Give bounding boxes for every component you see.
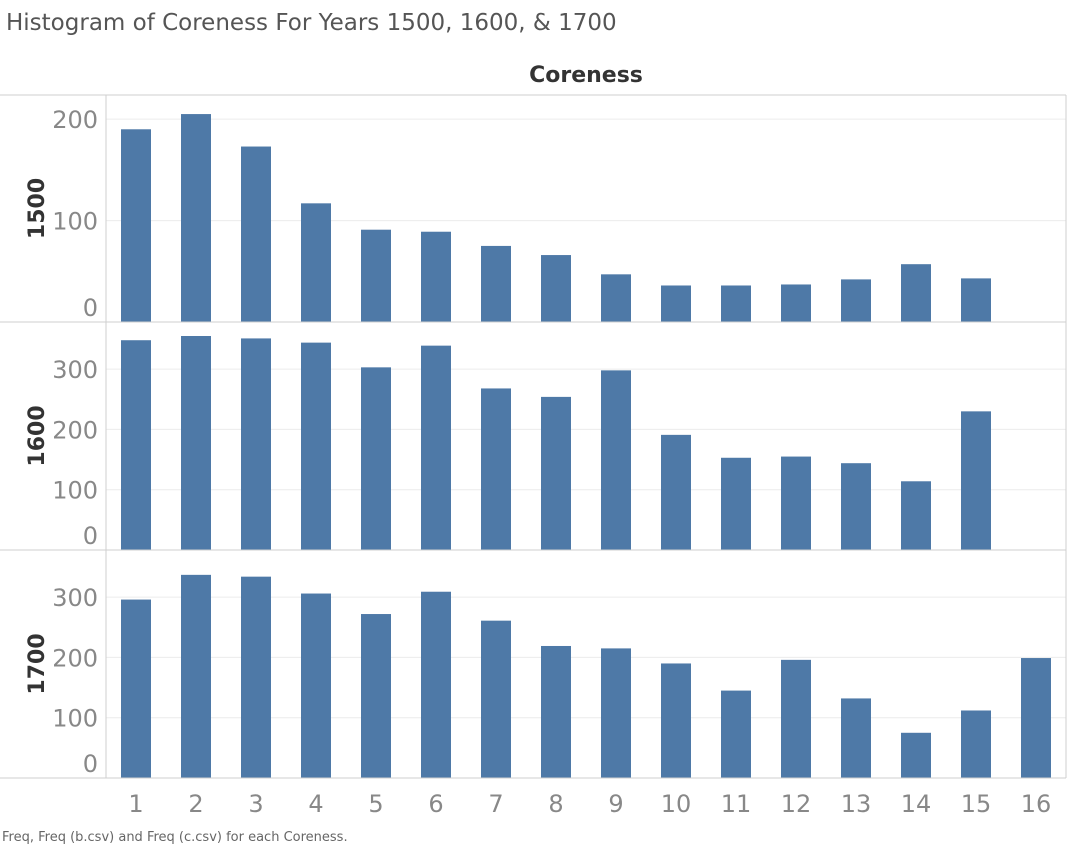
- y-tick-label: 200: [52, 106, 98, 134]
- bar-1700-12: [781, 659, 811, 778]
- chart-title: Histogram of Coreness For Years 1500, 16…: [6, 10, 617, 36]
- bar-1500-3: [241, 146, 271, 322]
- chart-footer: Freq, Freq (b.csv) and Freq (c.csv) for …: [2, 830, 348, 845]
- row-header-1500: 1500: [25, 178, 50, 239]
- bar-1500-5: [361, 229, 391, 322]
- row-header-1600: 1600: [25, 405, 50, 466]
- bar-1700-8: [541, 645, 571, 778]
- x-tick-label: 10: [661, 790, 692, 818]
- x-tick-label: 9: [608, 790, 623, 818]
- x-tick-label: 8: [548, 790, 563, 818]
- bar-1600-6: [421, 345, 451, 550]
- row-header-1700: 1700: [25, 633, 50, 694]
- y-tick-label: 300: [52, 584, 98, 612]
- y-tick-label: 0: [83, 522, 98, 550]
- bar-1500-11: [721, 285, 751, 322]
- bar-1500-15: [961, 278, 991, 322]
- x-tick-label: 6: [428, 790, 443, 818]
- bar-1700-5: [361, 614, 391, 778]
- y-tick-label: 200: [52, 416, 98, 444]
- bar-1500-12: [781, 284, 811, 322]
- bar-1500-14: [901, 264, 931, 322]
- bar-1700-9: [601, 648, 631, 778]
- y-tick-label: 0: [83, 750, 98, 778]
- bar-1700-4: [301, 593, 331, 778]
- y-tick-label: 0: [83, 294, 98, 322]
- bar-1500-9: [601, 274, 631, 322]
- bar-1600-1: [121, 340, 151, 550]
- x-tick-label: 11: [721, 790, 752, 818]
- bar-1600-14: [901, 481, 931, 550]
- bar-1700-6: [421, 591, 451, 778]
- bar-1700-7: [481, 620, 511, 778]
- y-tick-label: 200: [52, 644, 98, 672]
- bar-1700-2: [181, 574, 211, 778]
- bar-1600-5: [361, 367, 391, 550]
- bar-1600-11: [721, 457, 751, 550]
- bar-1500-1: [121, 129, 151, 322]
- y-tick-label: 100: [52, 705, 98, 733]
- x-tick-label: 15: [961, 790, 992, 818]
- bar-1600-9: [601, 370, 631, 550]
- bar-1700-14: [901, 732, 931, 778]
- bar-1600-8: [541, 396, 571, 550]
- bar-1500-4: [301, 203, 331, 322]
- bar-1600-2: [181, 336, 211, 550]
- bar-1600-13: [841, 463, 871, 550]
- x-tick-label: 1: [128, 790, 143, 818]
- bar-1600-10: [661, 434, 691, 550]
- x-tick-label: 5: [368, 790, 383, 818]
- bar-1700-16: [1021, 658, 1051, 778]
- bar-1700-15: [961, 710, 991, 778]
- bar-1700-3: [241, 576, 271, 778]
- bar-1600-4: [301, 342, 331, 550]
- bar-1700-1: [121, 599, 151, 778]
- x-tick-label: 2: [188, 790, 203, 818]
- x-tick-label: 14: [901, 790, 932, 818]
- bar-1700-13: [841, 698, 871, 778]
- bar-1700-10: [661, 663, 691, 778]
- x-tick-label: 3: [248, 790, 263, 818]
- bar-1500-8: [541, 255, 571, 322]
- bar-1600-15: [961, 411, 991, 550]
- x-tick-label: 16: [1021, 790, 1052, 818]
- bar-1600-3: [241, 338, 271, 550]
- y-tick-label: 300: [52, 356, 98, 384]
- x-tick-label: 13: [841, 790, 872, 818]
- bar-1500-10: [661, 285, 691, 322]
- x-header-label: Coreness: [529, 63, 643, 88]
- bar-1500-6: [421, 231, 451, 322]
- bar-1500-2: [181, 114, 211, 322]
- bar-1600-12: [781, 456, 811, 550]
- y-tick-label: 100: [52, 208, 98, 236]
- x-tick-label: 12: [781, 790, 812, 818]
- bar-1600-7: [481, 388, 511, 550]
- bar-1500-7: [481, 245, 511, 322]
- x-tick-label: 7: [488, 790, 503, 818]
- y-tick-label: 100: [52, 477, 98, 505]
- bar-1700-11: [721, 690, 751, 778]
- x-tick-label: 4: [308, 790, 323, 818]
- bar-1500-13: [841, 279, 871, 322]
